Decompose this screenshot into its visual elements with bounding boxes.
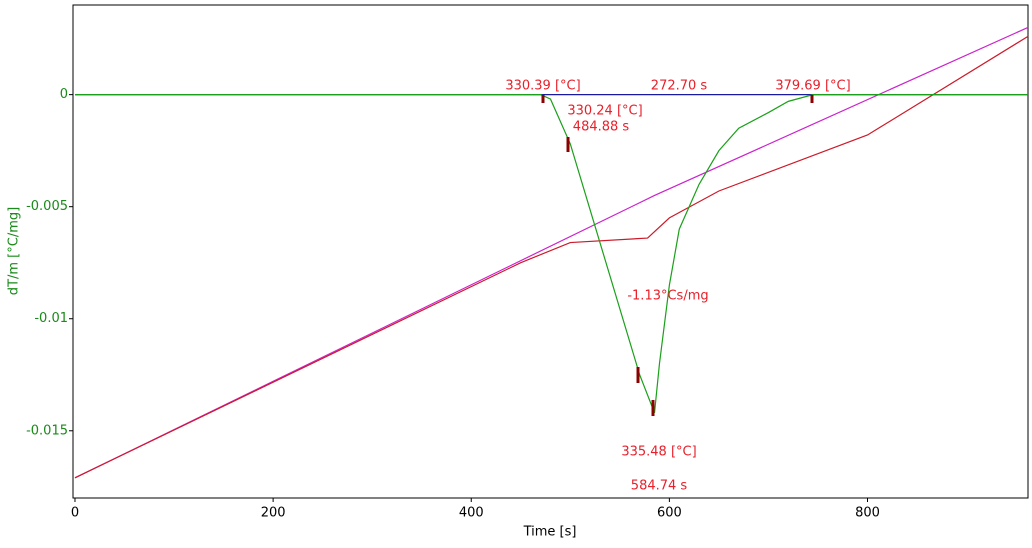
annotation: 330.39 [°C] (505, 79, 580, 94)
x-tick-label: 400 (459, 506, 484, 521)
x-tick-label: 200 (261, 506, 286, 521)
data-line (74, 94, 1028, 414)
annotation: 379.69 [°C] (775, 79, 850, 94)
annotation: 330.24 [°C] (567, 104, 642, 119)
x-tick-label: 600 (657, 506, 682, 521)
x-tick-label: 0 (71, 506, 79, 521)
x-tick-label: 800 (855, 506, 880, 521)
annotation: 272.70 s (651, 79, 708, 94)
x-axis-label: Time [s] (523, 525, 577, 540)
y-tick-label: -0.015 (26, 423, 68, 438)
data-line (74, 35, 1029, 479)
y-axis-label: dT/m [°C/mg] (7, 207, 22, 295)
annotation: 584.74 s (631, 479, 688, 494)
annotation: 484.88 s (573, 120, 630, 135)
annotation: 335.48 [°C] (621, 445, 696, 460)
y-tick-label: -0.005 (26, 199, 68, 214)
markers (541, 95, 814, 416)
annotation: -1.13°Cs/mg (627, 289, 708, 304)
y-tick-label: 0 (60, 87, 68, 102)
plot-layer (74, 26, 1029, 479)
data-line (74, 26, 1029, 479)
plot-frame (72, 4, 1029, 499)
y-tick-label: -0.01 (34, 311, 68, 326)
